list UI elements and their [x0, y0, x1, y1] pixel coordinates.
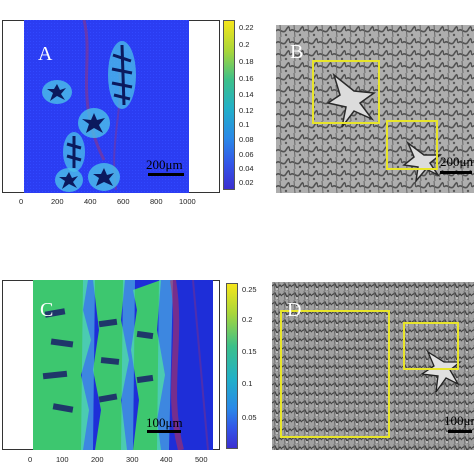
panel-c-xtick: 300 [126, 455, 139, 464]
panel-c-colorbar-tick: 0.05 [242, 413, 257, 422]
panel-b-selection-box-small [386, 120, 438, 170]
panel-c-xtick: 100 [56, 455, 69, 464]
panel-a-colorbar-tick: 0.04 [239, 164, 254, 173]
panel-a-colorbar-tick: 0.18 [239, 57, 254, 66]
panel-c-scale-label: 100μm [146, 415, 183, 430]
panel-a-colorbar-tick: 0.16 [239, 74, 254, 83]
panel-d-micrograph [272, 282, 474, 450]
panel-a-xtick: 1000 [179, 197, 196, 206]
panel-b-scale-label: 200μm [440, 154, 474, 169]
panel-c-colorbar [226, 283, 238, 449]
panel-a-colorbar-tick: 0.1 [239, 120, 250, 129]
panel-a-colorbar-tick: 0.06 [239, 150, 254, 159]
panel-a-xtick: 400 [84, 197, 97, 206]
dendrite-a1 [42, 80, 72, 104]
panel-c-letter: C [40, 299, 54, 321]
panel-c-xtick: 0 [28, 455, 33, 464]
panel-a-colorbar-tick: 0.2 [239, 40, 250, 49]
panel-a-colorbar [223, 20, 235, 190]
panel-c-colorbar-tick: 0.15 [242, 347, 257, 356]
panel-c-scalebar [147, 430, 181, 433]
panel-c-colorbar-tick: 0.2 [242, 315, 253, 324]
panel-a-colorbar-tick: 0.22 [239, 23, 254, 32]
panel-a-colorbar-tick: 0.12 [239, 106, 254, 115]
panel-b-letter: B [290, 41, 304, 63]
panel-c-colorbar-tick: 0.1 [242, 379, 253, 388]
panel-b-micrograph [276, 25, 474, 193]
panel-b-selection-box-large [312, 60, 380, 124]
panel-d-scale-label: 100μm [444, 413, 474, 428]
panel-a-xtick: 800 [150, 197, 163, 206]
panel-a-colorbar-tick: 0.02 [239, 178, 254, 187]
dendrite-a5 [55, 168, 83, 192]
panel-a-xtick: 600 [117, 197, 130, 206]
panel-d-letter: D [287, 299, 302, 321]
panel-c-simulation [33, 280, 213, 450]
panel-d-selection-box-large [280, 310, 390, 438]
panel-a-xtick: 200 [51, 197, 64, 206]
dendrite-a6 [88, 163, 120, 191]
panel-a-scalebar [148, 173, 184, 176]
panel-a-simulation [24, 20, 189, 193]
panel-d-scalebar [448, 430, 472, 433]
dendrite-a4 [63, 132, 85, 172]
panel-a-colorbar-tick: 0.14 [239, 90, 254, 99]
panel-c-colorbar-tick: 0.25 [242, 285, 257, 294]
panel-c-xtick: 400 [160, 455, 173, 464]
panel-d-selection-box-small [403, 322, 459, 370]
panel-a-scale-label: 200μm [146, 157, 183, 172]
panel-a-letter: A [38, 43, 53, 65]
panel-a-colorbar-tick: 0.08 [239, 135, 254, 144]
panel-c-xtick: 200 [91, 455, 104, 464]
panel-c-xtick: 500 [195, 455, 208, 464]
dendrite-a3 [78, 108, 110, 138]
dendrite-a2 [108, 41, 136, 109]
panel-a-xtick: 0 [19, 197, 24, 206]
panel-b-scalebar [440, 171, 472, 174]
